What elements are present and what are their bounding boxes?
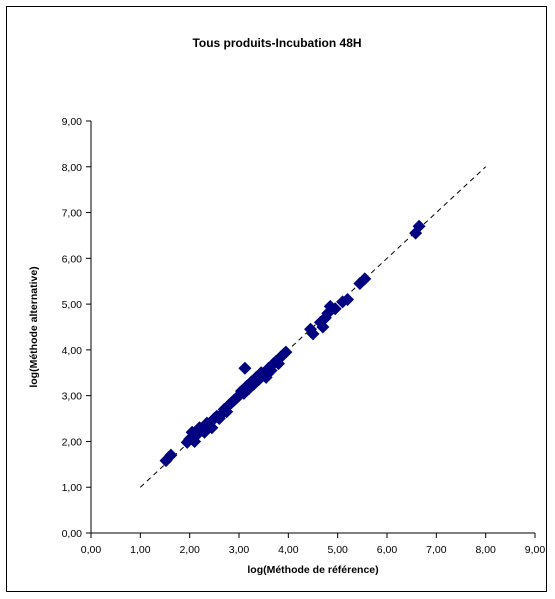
scatter-chart: Tous produits-Incubation 48H 0,00 1,00 2,0…: [28, 36, 546, 576]
x-tick-label: 0,00: [81, 544, 102, 556]
chart-title: Tous produits-Incubation 48H: [192, 36, 361, 50]
data-point: [341, 293, 355, 307]
y-tick-label: 0,00: [62, 528, 83, 540]
data-point: [328, 302, 342, 316]
y-tick-label: 1,00: [62, 482, 83, 494]
y-tick-label: 4,00: [62, 345, 83, 357]
x-tick-label: 6,00: [377, 544, 398, 556]
x-tick-label: 3,00: [229, 544, 250, 556]
y-tick-label: 7,00: [62, 208, 83, 220]
y-tick-label: 2,00: [62, 436, 83, 448]
x-tick-label: 8,00: [475, 544, 496, 556]
x-axis-ticks: 0,00 1,00 2,00 3,00 4,00 5,00 6,00 7,00 8,00 9,00: [81, 533, 546, 556]
x-tick-label: 9,00: [525, 544, 546, 556]
data-point: [412, 219, 426, 233]
data-point: [358, 272, 372, 286]
y-tick-label: 5,00: [62, 299, 83, 311]
y-axis-ticks: 0,00 1,00 2,00 3,00 4,00 5,00 6,00 7,00 8,00 9,00: [62, 116, 91, 540]
x-tick-label: 2,00: [179, 544, 200, 556]
y-tick-label: 6,00: [62, 253, 83, 265]
y-axis-label: log(Méthode alternative): [28, 266, 40, 387]
x-axis-label: log(Méthode de référence): [247, 564, 378, 576]
data-point: [205, 421, 219, 435]
x-tick-label: 5,00: [327, 544, 348, 556]
y-tick-label: 8,00: [62, 162, 83, 174]
x-tick-label: 4,00: [278, 544, 299, 556]
y-tick-label: 9,00: [62, 116, 83, 128]
data-point: [279, 345, 293, 359]
x-tick-label: 7,00: [426, 544, 447, 556]
chart-area: Tous produits-Incubation 48H 0,00 1,00 2,0…: [6, 6, 547, 592]
data-points: [159, 219, 426, 468]
data-point: [306, 327, 320, 341]
data-point: [164, 448, 178, 462]
y-tick-label: 3,00: [62, 391, 83, 403]
x-tick-label: 1,00: [130, 544, 151, 556]
data-point: [316, 320, 330, 334]
data-point: [238, 361, 252, 375]
